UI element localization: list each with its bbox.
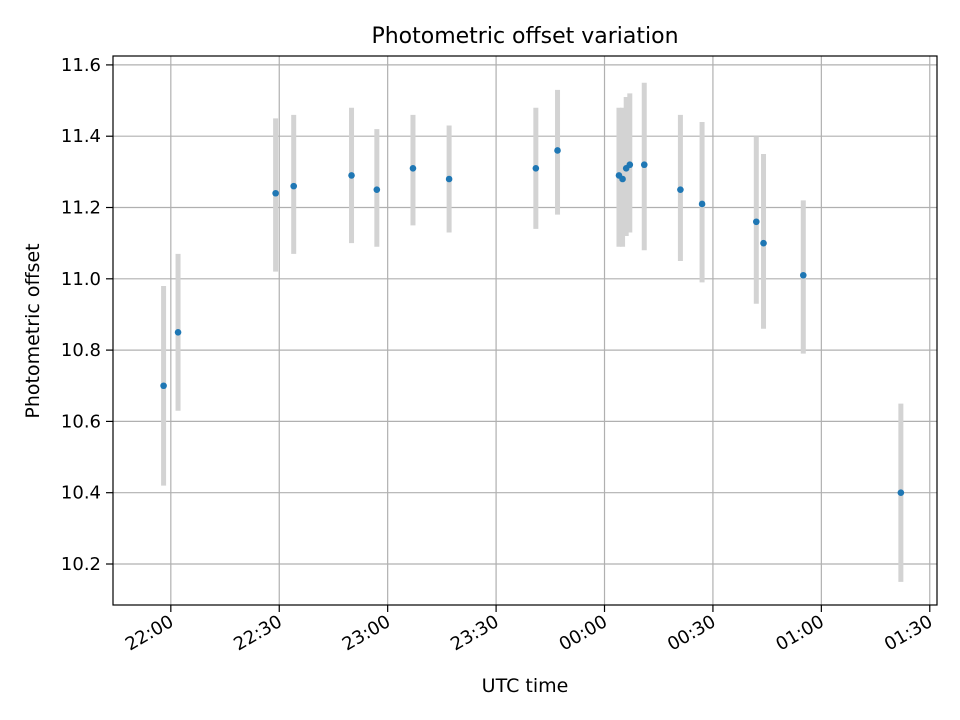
y-tick-label: 11.0	[61, 269, 101, 290]
data-point	[174, 328, 182, 336]
data-point	[160, 382, 167, 390]
data-point	[373, 186, 381, 193]
data-point	[532, 164, 540, 172]
y-tick-label: 10.2	[61, 554, 101, 575]
y-tick-label: 11.2	[61, 198, 101, 219]
data-point	[698, 200, 706, 208]
data-point	[640, 161, 648, 169]
data-points	[160, 147, 905, 497]
y-axis-ticks: 10.2 10.4 10.6 10.8 11.0 11.2 11.4 11.6	[61, 55, 113, 575]
plot-area-frame	[112, 55, 938, 606]
y-tick-label: 10.6	[61, 411, 101, 432]
y-tick-label: 10.8	[61, 340, 101, 361]
data-point	[272, 189, 279, 197]
data-point	[897, 489, 905, 497]
y-tick-label: 11.4	[61, 126, 101, 147]
y-tick-label: 11.6	[61, 55, 101, 76]
data-point	[677, 186, 684, 193]
x-axis-label: UTC time	[482, 675, 569, 697]
data-point	[409, 164, 417, 172]
data-point	[290, 182, 298, 190]
data-point	[445, 175, 453, 183]
grid	[113, 56, 937, 605]
data-point	[626, 161, 634, 169]
data-point	[554, 147, 561, 154]
data-point	[348, 172, 355, 179]
data-point	[619, 175, 626, 183]
y-tick-label: 10.4	[61, 483, 101, 504]
data-point	[752, 218, 760, 226]
data-point	[760, 239, 767, 247]
chart-title: Photometric offset variation	[371, 24, 678, 49]
data-point	[799, 271, 807, 279]
y-axis-label: Photometric offset	[22, 243, 44, 418]
